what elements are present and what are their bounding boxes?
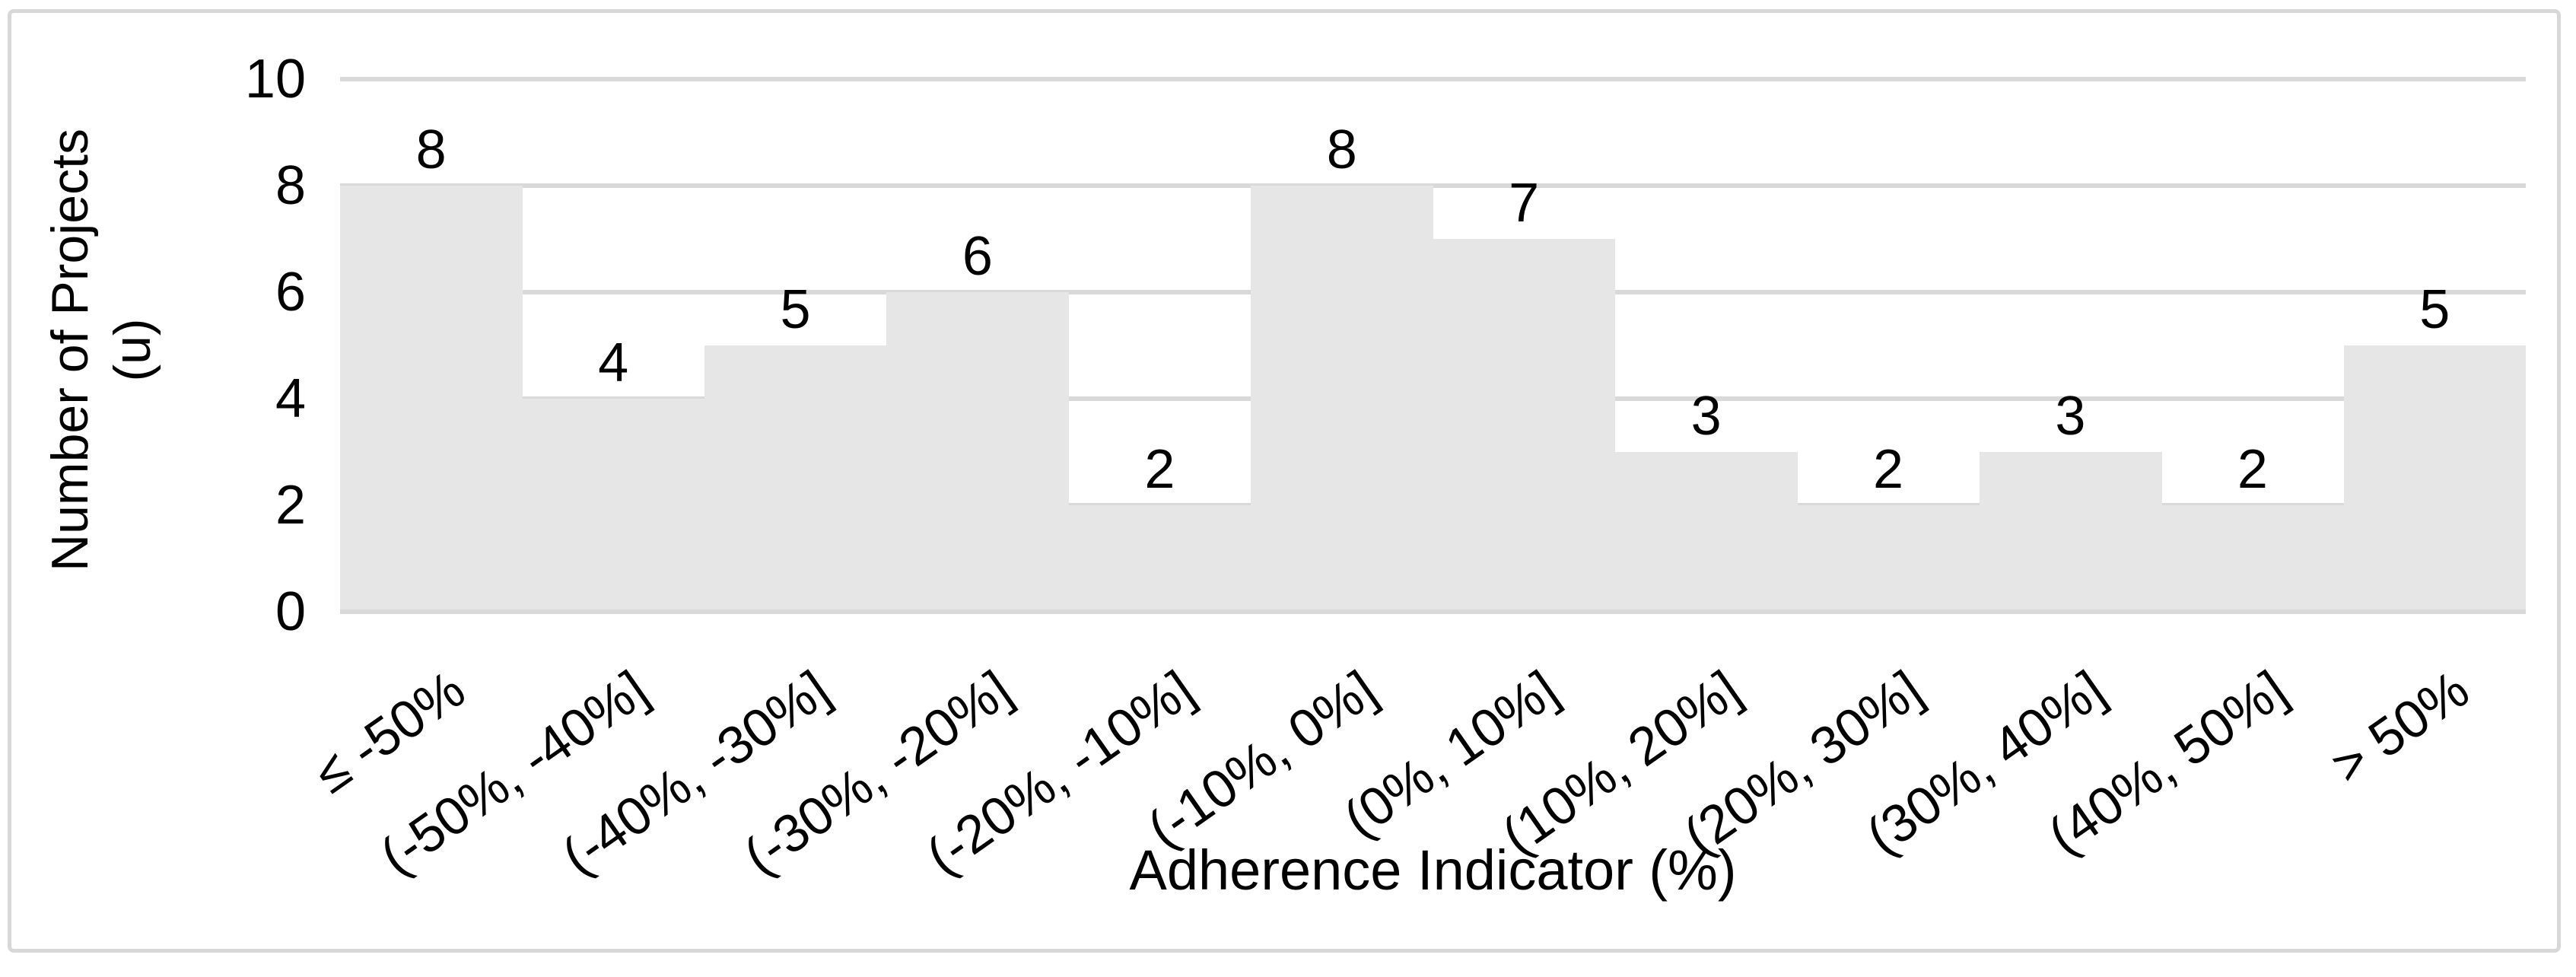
data-label: 5 [780, 279, 811, 340]
y-axis-title-line-2: (u) [103, 318, 161, 382]
y-axis-title: Number of Projects (u) [39, 129, 164, 571]
y-axis-tick-label: 6 [275, 262, 306, 323]
data-label: 7 [1509, 173, 1540, 234]
x-axis-title: Adherence Indicator (%) [1129, 839, 1737, 902]
bar [1251, 186, 1433, 612]
bar [886, 292, 1070, 612]
data-label: 3 [1690, 386, 1722, 447]
y-axis-tick-label: 8 [275, 155, 306, 216]
y-axis-tick-label: 10 [244, 49, 306, 110]
bar [704, 345, 887, 612]
bar [1433, 239, 1616, 612]
bar [2161, 505, 2345, 612]
data-label: 2 [1873, 439, 1904, 500]
data-label: 8 [415, 119, 447, 180]
y-axis-tick-label: 0 [275, 581, 306, 642]
gridline [340, 77, 2526, 81]
data-label: 8 [1326, 119, 1357, 180]
data-label: 2 [1144, 439, 1175, 500]
bar [340, 186, 523, 612]
data-label: 4 [598, 333, 629, 393]
bar [1614, 452, 1798, 612]
y-axis-title-line-1: Number of Projects [41, 129, 99, 571]
y-axis-tick-label: 4 [275, 368, 306, 429]
bar [2343, 345, 2527, 612]
data-label: 6 [962, 226, 993, 287]
plot-area: 8 4 5 6 2 8 7 3 2 3 2 5 [340, 77, 2527, 614]
bar [1797, 505, 1980, 612]
y-axis-tick-label: 2 [275, 475, 306, 536]
bar [522, 399, 705, 612]
data-label: 3 [2055, 386, 2086, 447]
data-label: 2 [2237, 439, 2268, 500]
data-label: 5 [2419, 279, 2450, 340]
x-axis-line [340, 609, 2526, 614]
bar [1979, 452, 2162, 612]
bar [1068, 505, 1251, 612]
